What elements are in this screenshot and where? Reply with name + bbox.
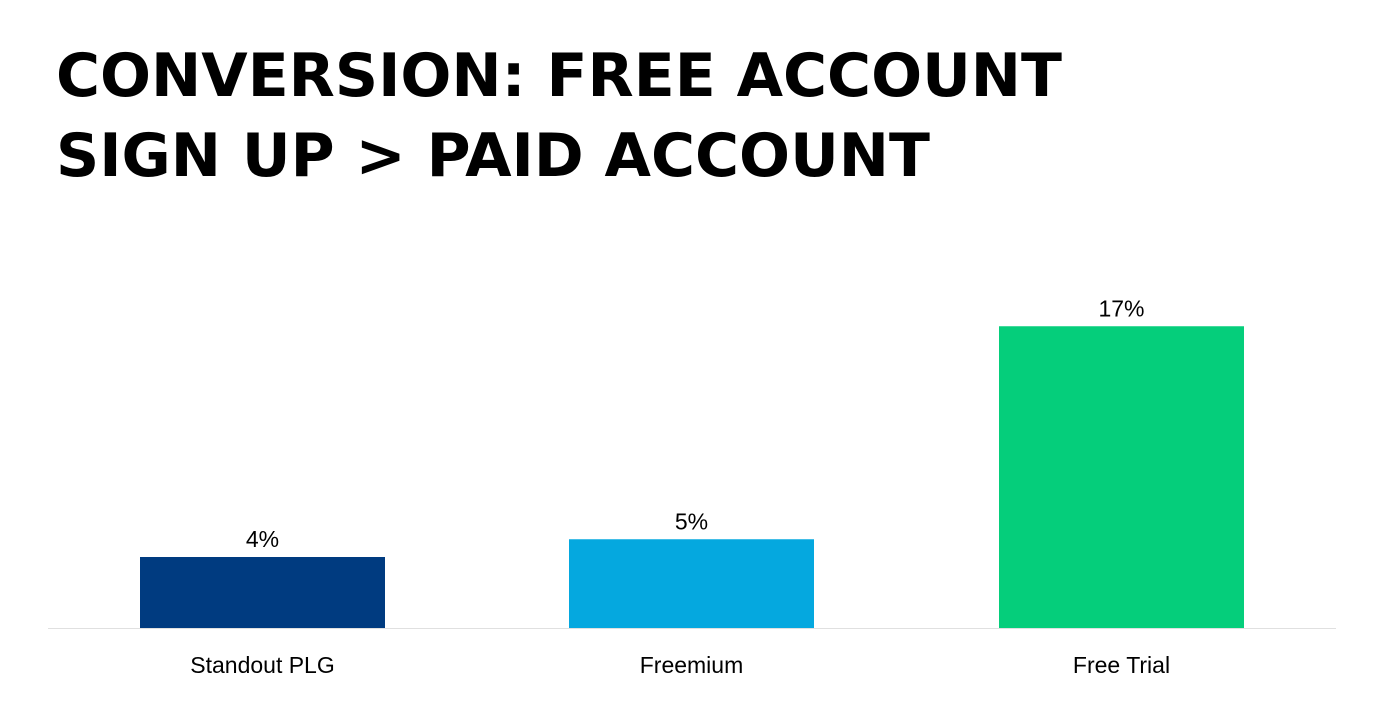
x-tick-label: Free Trial bbox=[1073, 652, 1170, 678]
x-tick-label: Standout PLG bbox=[190, 652, 335, 678]
bar-standout-plg bbox=[140, 557, 385, 628]
bar-free-trial bbox=[999, 326, 1244, 628]
data-label: 5% bbox=[675, 508, 708, 534]
data-label: 4% bbox=[246, 526, 279, 552]
x-tick-label: Freemium bbox=[640, 652, 744, 678]
chart-title-line-2: SIGN UP > PAID ACCOUNT bbox=[56, 121, 930, 191]
chart-title: CONVERSION: FREE ACCOUNT SIGN UP > PAID … bbox=[56, 36, 1062, 196]
bar-freemium bbox=[569, 539, 814, 628]
chart-title-line-1: CONVERSION: FREE ACCOUNT bbox=[56, 41, 1062, 111]
data-label: 17% bbox=[1098, 295, 1144, 321]
